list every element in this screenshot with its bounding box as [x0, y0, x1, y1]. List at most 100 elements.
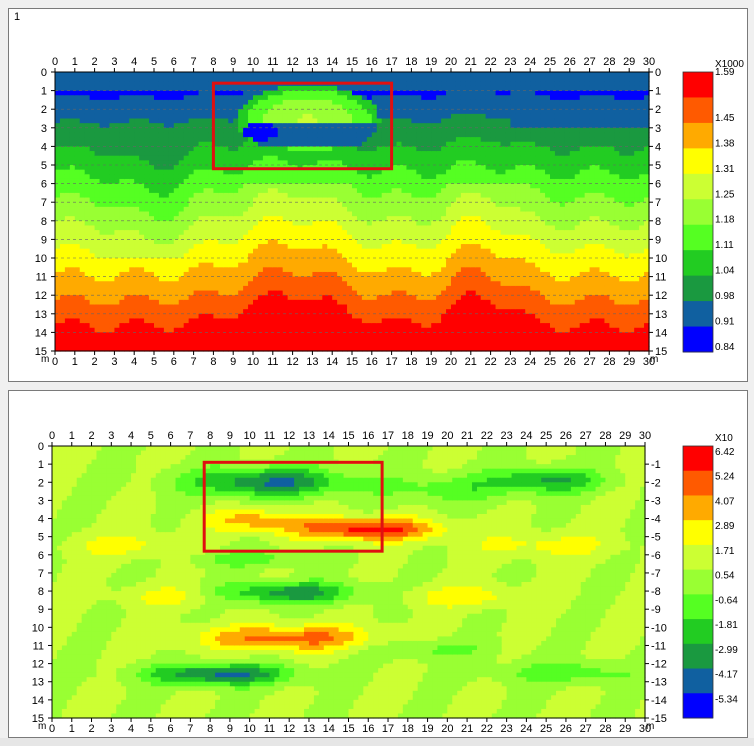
field-cell: [376, 290, 383, 296]
field-cell: [89, 295, 96, 301]
field-cell: [277, 160, 284, 166]
field-cell: [411, 230, 417, 236]
field-cell: [124, 318, 130, 324]
field-cell: [297, 299, 304, 306]
field-cell: [376, 271, 383, 278]
field-cell: [317, 160, 323, 166]
field-cell: [208, 281, 214, 287]
field-cell: [139, 85, 145, 92]
field-cell: [238, 295, 244, 301]
field-cell: [208, 202, 214, 208]
field-cell: [431, 299, 437, 306]
field-cell: [149, 248, 155, 254]
field-cell: [144, 220, 150, 227]
field-cell: [371, 169, 378, 175]
field-cell: [198, 118, 205, 124]
field-cell: [124, 132, 130, 138]
field-cell: [262, 151, 269, 157]
field-cell: [327, 155, 333, 161]
field-cell: [277, 323, 284, 329]
field-cell: [441, 109, 447, 115]
field-cell: [144, 225, 150, 231]
field-cell: [302, 188, 309, 194]
field-cell: [248, 225, 254, 231]
field-cell: [262, 318, 269, 324]
field-cell: [154, 183, 160, 189]
field-cell: [203, 332, 210, 338]
field-cell: [64, 341, 71, 347]
field-cell: [74, 85, 81, 92]
field-cell: [59, 262, 66, 268]
field-cell: [124, 202, 130, 208]
field-cell: [84, 271, 91, 278]
field-cell: [317, 304, 323, 310]
field-cell: [243, 151, 249, 157]
field-cell: [322, 146, 328, 152]
field-cell: [401, 216, 408, 222]
field-cell: [173, 95, 180, 101]
field-cell: [109, 174, 115, 180]
field-cell: [451, 127, 457, 134]
field-cell: [441, 225, 447, 231]
field-cell: [257, 309, 264, 315]
field-cell: [84, 220, 91, 227]
field-cell: [381, 127, 388, 134]
field-cell: [129, 118, 135, 124]
field-cell: [312, 72, 318, 78]
field-cell: [134, 137, 140, 143]
field-cell: [149, 220, 155, 227]
field-cell: [69, 90, 76, 96]
field-cell: [193, 146, 200, 152]
field-cell: [104, 248, 111, 254]
field-cell: [455, 271, 462, 278]
field-cell: [347, 72, 353, 78]
field-cell: [64, 169, 71, 175]
field-cell: [426, 109, 432, 115]
field-cell: [347, 76, 353, 82]
field-cell: [361, 332, 368, 338]
field-cell: [460, 151, 467, 157]
field-cell: [238, 99, 244, 106]
field-cell: [376, 132, 383, 138]
field-cell: [238, 178, 244, 185]
field-cell: [139, 132, 145, 138]
field-cell: [307, 258, 313, 264]
field-cell: [163, 309, 170, 315]
field-cell: [436, 216, 442, 222]
field-cell: [317, 104, 323, 110]
field-cell: [208, 244, 214, 250]
field-cell: [416, 72, 422, 78]
field-cell: [277, 104, 284, 110]
field-cell: [327, 76, 333, 82]
field-cell: [282, 188, 289, 194]
field-cell: [203, 248, 210, 254]
field-cell: [376, 160, 383, 166]
field-cell: [272, 99, 279, 106]
field-cell: [441, 99, 447, 106]
field-cell: [59, 299, 66, 306]
field-cell: [248, 323, 254, 329]
field-cell: [352, 197, 358, 203]
field-cell: [59, 104, 66, 110]
field-cell: [59, 146, 66, 152]
field-cell: [371, 72, 378, 78]
field-cell: [94, 225, 101, 231]
field-cell: [352, 192, 358, 199]
field-cell: [411, 113, 417, 120]
field-cell: [371, 202, 378, 208]
field-cell: [297, 113, 304, 120]
field-cell: [208, 174, 214, 180]
field-cell: [282, 346, 289, 352]
field-cell: [411, 146, 417, 152]
field-cell: [173, 299, 180, 306]
field-cell: [267, 318, 274, 324]
field-cell: [356, 155, 363, 161]
field-cell: [188, 262, 195, 268]
field-cell: [411, 267, 417, 273]
field-cell: [183, 118, 190, 124]
field-cell: [154, 276, 160, 282]
field-cell: [347, 281, 353, 287]
field-cell: [391, 290, 398, 296]
field-cell: [446, 304, 452, 310]
field-cell: [441, 309, 447, 315]
